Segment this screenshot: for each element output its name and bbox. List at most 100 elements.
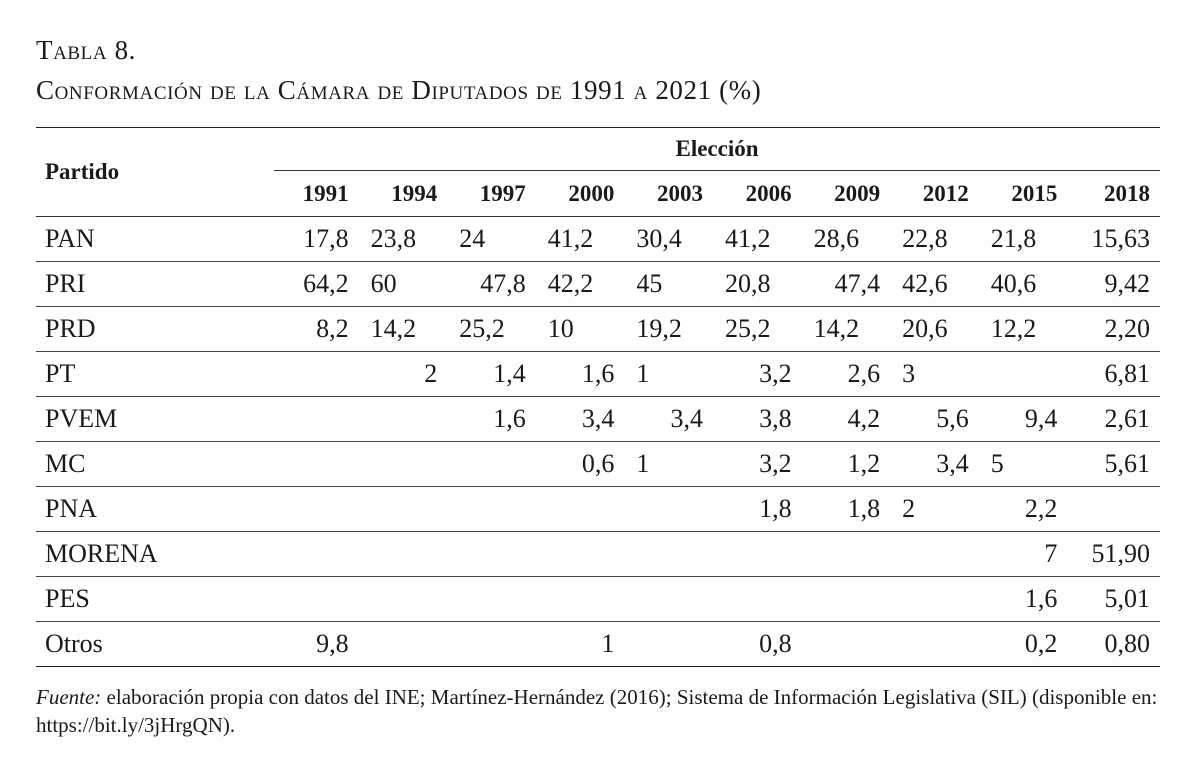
value-cell: 3,4 xyxy=(628,396,717,442)
value-cell xyxy=(1071,486,1161,532)
value-cell: 19,2 xyxy=(628,306,717,352)
value-cell: 14,2 xyxy=(805,306,895,352)
year-header: 2018 xyxy=(1071,170,1161,217)
value-cell: 41,2 xyxy=(716,216,806,262)
value-cell: 25,2 xyxy=(716,306,806,352)
value-cell xyxy=(451,531,540,577)
value-cell xyxy=(274,396,363,442)
value-cell xyxy=(982,351,1072,397)
value-cell xyxy=(362,441,452,487)
party-name: Otros xyxy=(36,621,274,667)
value-cell xyxy=(362,621,452,667)
value-cell: 5,01 xyxy=(1071,576,1161,622)
source-label: Fuente: xyxy=(36,685,102,709)
party-name: MORENA xyxy=(36,531,274,577)
value-cell xyxy=(274,576,363,622)
value-cell xyxy=(628,576,717,622)
value-cell xyxy=(451,621,540,667)
year-header: 2012 xyxy=(894,170,983,217)
value-cell: 3,8 xyxy=(716,396,806,442)
value-cell: 1 xyxy=(628,441,717,487)
value-cell xyxy=(451,486,540,532)
value-cell: 6,81 xyxy=(1071,351,1161,397)
year-header: 2015 xyxy=(982,170,1072,217)
value-cell xyxy=(539,486,629,532)
value-cell xyxy=(539,531,629,577)
year-header: 1991 xyxy=(274,170,363,217)
value-cell xyxy=(716,531,806,577)
year-header: 2006 xyxy=(716,170,806,217)
value-cell: 1 xyxy=(628,351,717,397)
value-cell: 25,2 xyxy=(451,306,540,352)
party-name: PES xyxy=(36,576,274,622)
value-cell: 2 xyxy=(894,486,983,532)
year-header: 2000 xyxy=(539,170,629,217)
value-cell: 3,4 xyxy=(894,441,983,487)
value-cell: 1,6 xyxy=(982,576,1072,622)
year-header: 1994 xyxy=(362,170,452,217)
value-cell: 0,80 xyxy=(1071,621,1161,667)
table-row: PRD 8,2 14,2 25,2 10 19,2 25,2 14,2 20,6 12,2 2,20 xyxy=(36,306,1161,352)
value-cell: 0,8 xyxy=(716,621,806,667)
table-row: PVEM 1,6 3,4 3,4 3,8 4,2 5,6 9,4 2,61 xyxy=(36,396,1161,442)
value-cell xyxy=(362,396,452,442)
value-cell: 2,61 xyxy=(1071,396,1161,442)
value-cell xyxy=(274,351,363,397)
value-cell: 1,8 xyxy=(805,486,895,532)
value-cell: 1,4 xyxy=(451,351,540,397)
party-name: PT xyxy=(36,351,274,397)
value-cell: 30,4 xyxy=(628,216,717,262)
value-cell: 15,63 xyxy=(1071,216,1161,262)
value-cell xyxy=(274,486,363,532)
value-cell xyxy=(894,531,983,577)
value-cell xyxy=(805,621,895,667)
value-cell xyxy=(362,576,452,622)
value-cell: 10 xyxy=(539,306,629,352)
value-cell: 60 xyxy=(362,261,452,307)
party-name: PNA xyxy=(36,486,274,532)
value-cell: 2,2 xyxy=(982,486,1072,532)
value-cell: 45 xyxy=(628,261,717,307)
party-column-header: Partido xyxy=(36,127,274,217)
table-row: Otros 9,8 1 0,8 0,2 0,80 xyxy=(36,621,1161,667)
value-cell: 41,2 xyxy=(539,216,629,262)
party-name: PAN xyxy=(36,216,274,262)
year-header: 2009 xyxy=(805,170,895,217)
value-cell: 2,20 xyxy=(1071,306,1161,352)
value-cell xyxy=(362,531,452,577)
value-cell xyxy=(451,576,540,622)
value-cell: 0,6 xyxy=(539,441,629,487)
table-title: Conformación de la Cámara de Diputados d… xyxy=(36,75,762,105)
value-cell: 22,8 xyxy=(894,216,983,262)
table-row: PES 1,6 5,01 xyxy=(36,576,1161,622)
table-number: Tabla 8. xyxy=(36,35,137,65)
source-note: Fuente: elaboración propia con datos del… xyxy=(36,683,1166,739)
value-cell: 47,4 xyxy=(805,261,895,307)
value-cell: 5,6 xyxy=(894,396,983,442)
value-cell xyxy=(628,531,717,577)
value-cell xyxy=(894,621,983,667)
party-name: PVEM xyxy=(36,396,274,442)
table-row: PRI 64,2 60 47,8 42,2 45 20,8 47,4 42,6 40,6 9,42 xyxy=(36,261,1161,307)
year-header: 1997 xyxy=(451,170,540,217)
value-cell xyxy=(362,486,452,532)
value-cell: 21,8 xyxy=(982,216,1072,262)
value-cell xyxy=(894,576,983,622)
party-name: PRI xyxy=(36,261,274,307)
value-cell: 5,61 xyxy=(1071,441,1161,487)
value-cell: 8,2 xyxy=(274,306,363,352)
value-cell: 1 xyxy=(539,621,629,667)
value-cell: 2,6 xyxy=(805,351,895,397)
value-cell: 9,4 xyxy=(982,396,1072,442)
value-cell: 64,2 xyxy=(274,261,363,307)
value-cell: 24 xyxy=(451,216,540,262)
table-caption: Tabla 8. Conformación de la Cámara de Di… xyxy=(36,30,761,110)
value-cell: 12,2 xyxy=(982,306,1072,352)
value-cell: 1,8 xyxy=(716,486,806,532)
value-cell: 3,2 xyxy=(716,441,806,487)
value-cell: 3,2 xyxy=(716,351,806,397)
table-row: PT 2 1,4 1,6 1 3,2 2,6 3 6,81 xyxy=(36,351,1161,397)
value-cell: 1,6 xyxy=(451,396,540,442)
value-cell: 4,2 xyxy=(805,396,895,442)
value-cell: 9,8 xyxy=(274,621,363,667)
